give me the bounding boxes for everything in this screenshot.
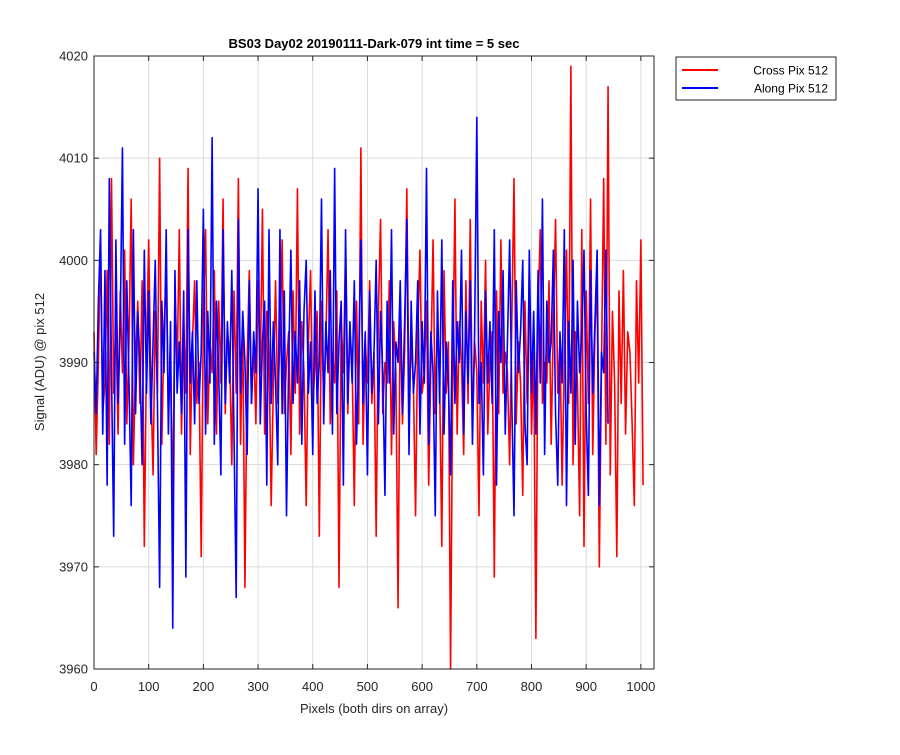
x-tick-label-500: 500 <box>357 679 379 694</box>
x-tick-label-200: 200 <box>193 679 215 694</box>
x-tick-label-1000: 1000 <box>626 679 655 694</box>
legend-label-cross-pix: Cross Pix 512 <box>753 64 828 78</box>
y-tick-label-4010: 4010 <box>59 151 88 166</box>
series-layer <box>93 65 644 670</box>
y-tick-label-3980: 3980 <box>59 457 88 472</box>
y-tick-label-3990: 3990 <box>59 355 88 370</box>
x-tick-label-700: 700 <box>466 679 488 694</box>
legend-label-along-pix: Along Pix 512 <box>754 82 828 96</box>
x-tick-label-400: 400 <box>302 679 324 694</box>
y-tick-label-4020: 4020 <box>59 49 88 64</box>
series-line-along-pix-512 <box>93 116 609 629</box>
chart-title: BS03 Day02 20190111-Dark-079 int time = … <box>229 36 520 51</box>
legend: Cross Pix 512 Along Pix 512 <box>675 56 837 101</box>
x-tick-label-600: 600 <box>411 679 433 694</box>
x-tick-label-0: 0 <box>90 679 97 694</box>
x-tick-label-300: 300 <box>247 679 269 694</box>
y-tick-label-3970: 3970 <box>59 559 88 574</box>
x-tick-label-100: 100 <box>138 679 160 694</box>
x-axis-label: Pixels (both dirs on array) <box>300 701 448 716</box>
y-tick-label-3960: 3960 <box>59 662 88 677</box>
y-axis-label: Signal (ADU) @ pix 512 <box>32 293 47 431</box>
axis-ticks: 0 100 200 300 400 500 600 700 800 900 1000 3960 3970… <box>59 49 655 695</box>
legend-box <box>675 56 837 101</box>
x-tick-label-800: 800 <box>521 679 543 694</box>
x-tick-label-900: 900 <box>575 679 597 694</box>
y-tick-label-4000: 4000 <box>59 253 88 268</box>
